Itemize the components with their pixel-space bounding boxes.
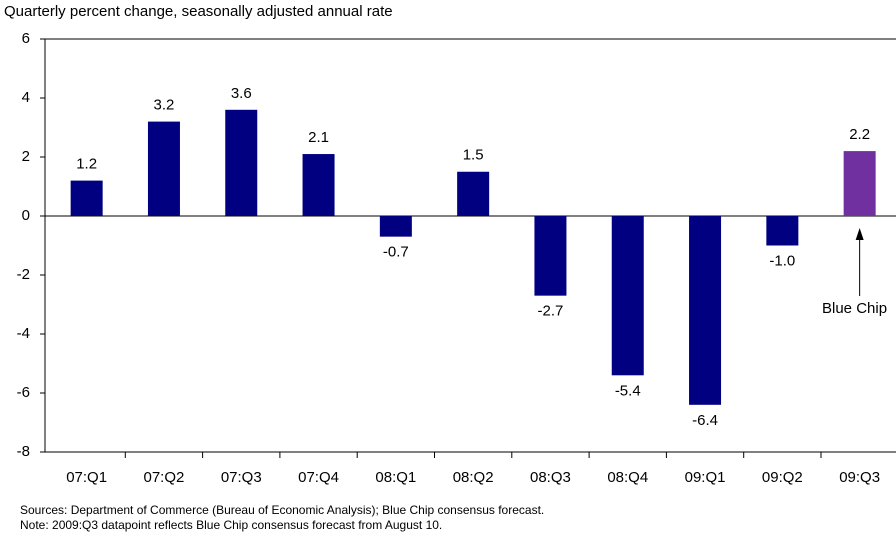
value-label: 3.6: [231, 85, 252, 102]
bar: [70, 180, 103, 216]
y-tick-label: -8: [17, 443, 30, 460]
value-label: 1.5: [463, 147, 484, 164]
x-tick-label: 09:Q3: [839, 469, 880, 486]
y-tick-label: 4: [22, 89, 30, 106]
x-tick-label: 09:Q1: [685, 469, 726, 486]
value-label: -5.4: [615, 382, 641, 399]
bar: [457, 171, 490, 216]
bar: [611, 216, 644, 376]
bar: [225, 109, 258, 216]
bar: [534, 216, 567, 296]
value-label: -0.7: [383, 244, 409, 261]
value-label: -1.0: [769, 252, 795, 269]
x-tick-label: 07:Q1: [66, 469, 107, 486]
value-label: -6.4: [692, 412, 718, 429]
bar: [766, 216, 799, 246]
value-label: 1.2: [76, 156, 97, 173]
bar: [843, 151, 876, 216]
x-tick-label: 08:Q2: [453, 469, 494, 486]
y-tick-label: 6: [22, 30, 30, 47]
arrow-head: [855, 228, 864, 240]
x-tick-label: 07:Q2: [144, 469, 185, 486]
bar: [147, 121, 180, 216]
bar: [689, 216, 722, 405]
y-tick-label: 0: [22, 207, 30, 224]
note: Note: 2009:Q3 datapoint reflects Blue Ch…: [20, 518, 442, 532]
y-tick-label: -6: [17, 384, 30, 401]
x-tick-label: 09:Q2: [762, 469, 803, 486]
bar: [302, 154, 335, 216]
x-tick-label: 07:Q4: [298, 469, 339, 486]
value-label: 3.2: [154, 97, 175, 114]
value-label: -2.7: [538, 303, 564, 320]
y-tick-label: 2: [22, 148, 30, 165]
value-label: 2.1: [308, 129, 329, 146]
x-tick-label: 08:Q3: [530, 469, 571, 486]
annotation: Blue Chip: [822, 300, 887, 317]
x-tick-label: 08:Q1: [375, 469, 416, 486]
source-note: Sources: Department of Commerce (Bureau …: [20, 503, 544, 517]
x-tick-label: 07:Q3: [221, 469, 262, 486]
bar: [379, 216, 412, 237]
y-tick-label: -4: [17, 325, 30, 342]
chart-title: Quarterly percent change, seasonally adj…: [4, 3, 393, 20]
y-tick-label: -2: [17, 266, 30, 283]
x-tick-label: 08:Q4: [607, 469, 648, 486]
value-label: 2.2: [849, 126, 870, 143]
